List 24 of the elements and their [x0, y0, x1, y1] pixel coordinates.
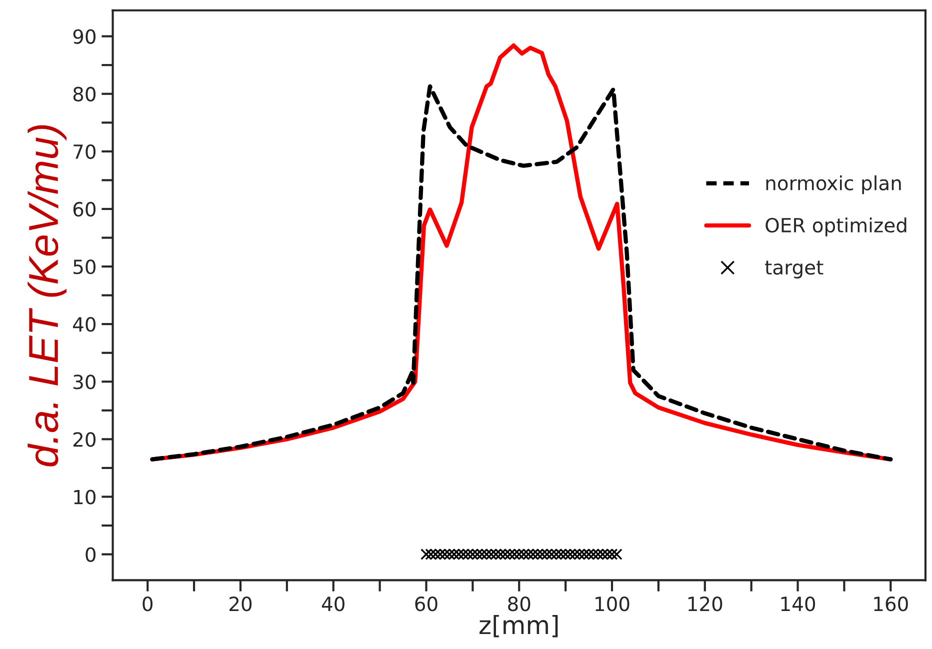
y-tick-label: 60 — [73, 202, 96, 217]
legend-label: normoxic plan — [766, 175, 901, 194]
y-tick-label: 80 — [73, 86, 96, 102]
x-axis-title: z[mm] — [480, 614, 558, 638]
x-tick-label: 40 — [322, 596, 344, 612]
y-tick-label: 20 — [73, 432, 96, 447]
y-tick-label: 10 — [74, 490, 96, 504]
x-tick-label: 60 — [415, 596, 438, 612]
x-tick-label: 120 — [688, 596, 722, 612]
x-tick-label: 80 — [508, 596, 530, 612]
x-tick-label: 0 — [142, 596, 152, 612]
legend-label: OER optimized — [766, 218, 906, 236]
y-tick-label: 40 — [73, 317, 96, 332]
x-tick-label: 100 — [596, 596, 630, 612]
y-tick-label: 30 — [74, 374, 96, 390]
legend-label: target — [765, 260, 824, 278]
y-tick-label: 50 — [74, 259, 96, 274]
y-axis-title: d.a. LET (KeV/mu) — [28, 125, 66, 466]
y-tick-label: 70 — [74, 144, 96, 160]
y-tick-label: 0 — [86, 547, 96, 562]
x-tick-label: 160 — [874, 596, 908, 612]
x-tick-label: 20 — [230, 596, 252, 612]
x-tick-label: 140 — [781, 596, 816, 612]
y-tick-label: 90 — [73, 29, 96, 44]
